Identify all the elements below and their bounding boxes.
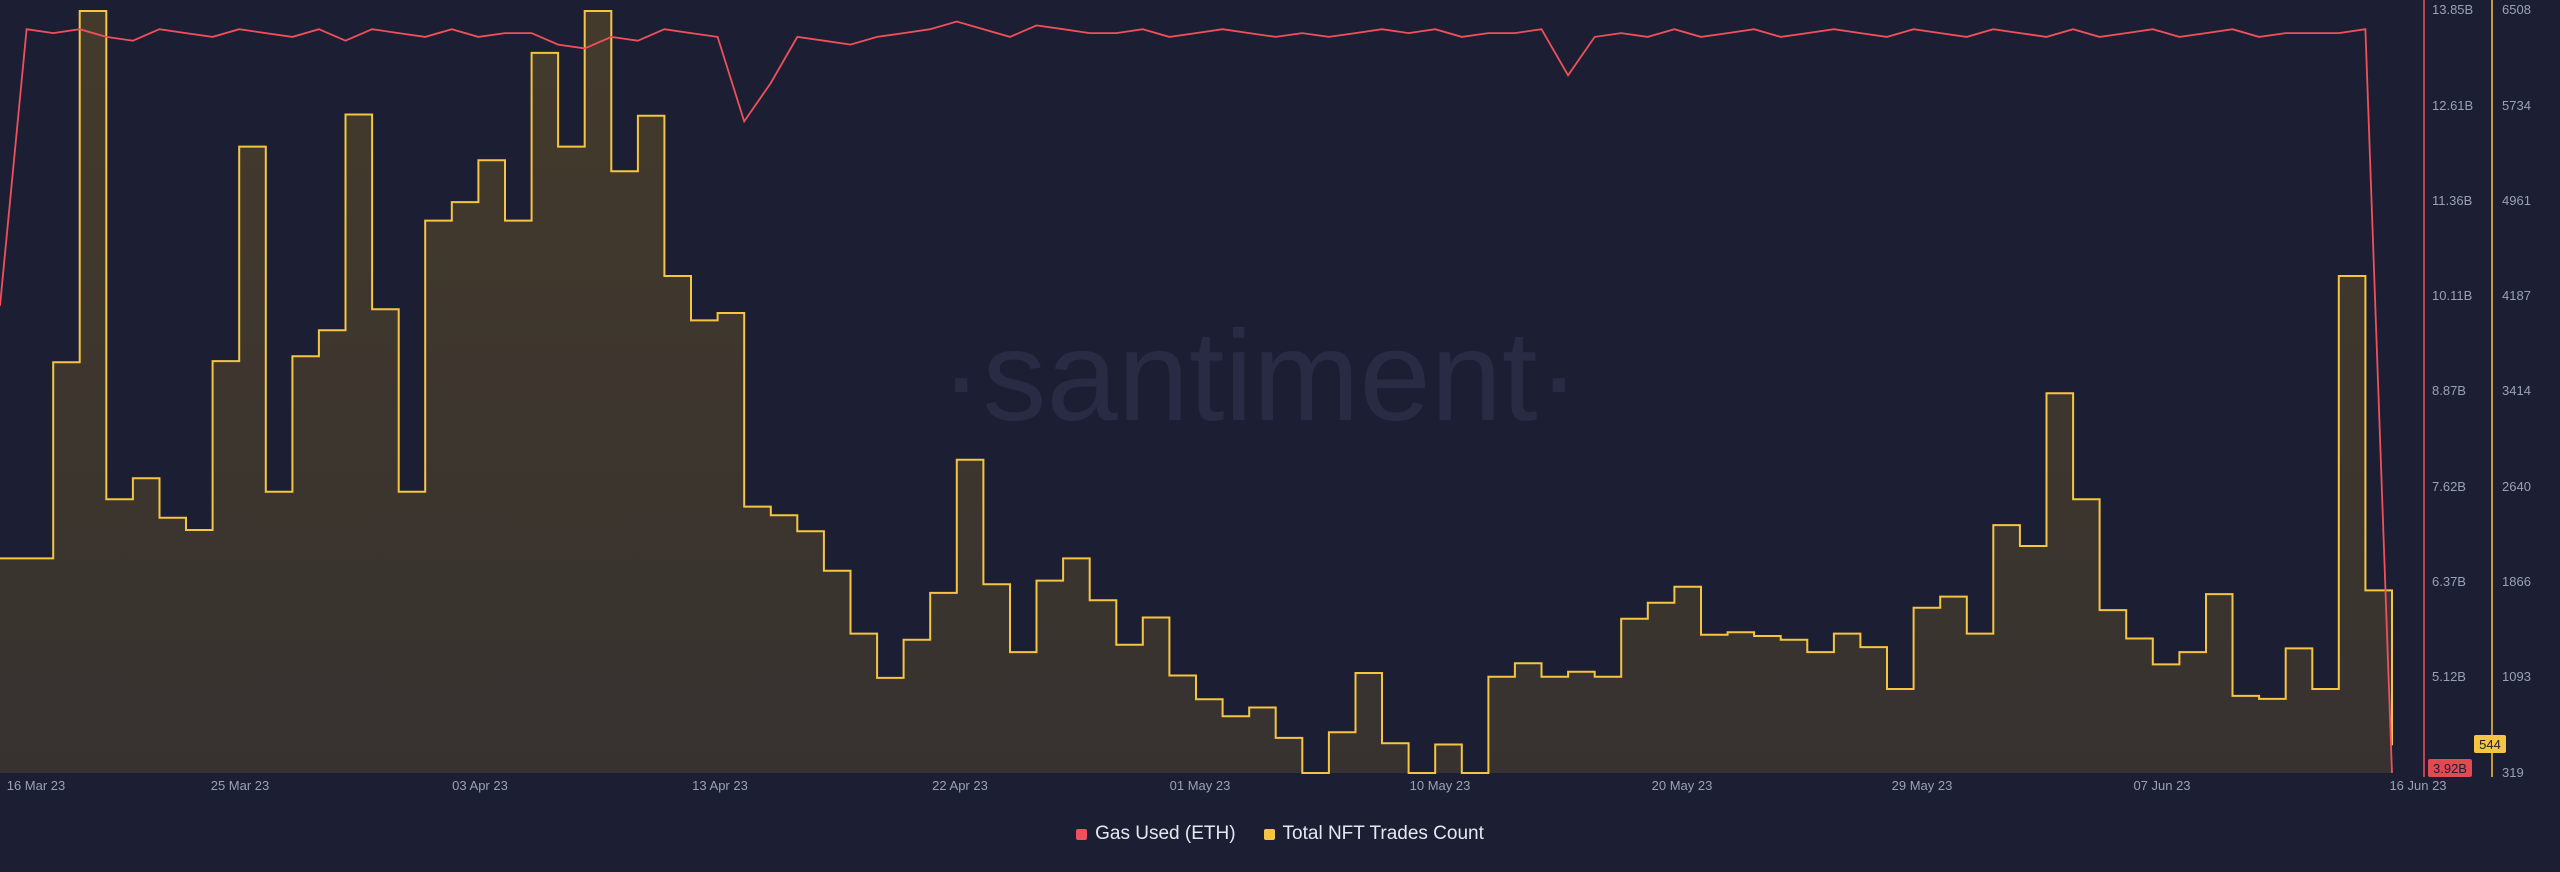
watermark: ·santiment· (940, 305, 1580, 448)
trades-current-badge: 544 (2474, 735, 2506, 753)
trades-tick-label: 4187 (2502, 288, 2531, 303)
trades-area (0, 11, 2392, 773)
trades-tick-label: 3414 (2502, 383, 2531, 398)
gas-current-value: 3.92B (2433, 761, 2467, 776)
gas-line (0, 20, 2393, 774)
x-tick-label: 22 Apr 23 (932, 778, 988, 793)
gas-tick-label: 13.85B (2432, 2, 2473, 17)
gas-tick-label: 12.61B (2432, 98, 2473, 113)
x-tick-label: 20 May 23 (1652, 778, 1713, 793)
gas-tick-label: 7.62B (2432, 479, 2466, 494)
trades-tick-label: 4961 (2502, 193, 2531, 208)
x-tick-label: 07 Jun 23 (2133, 778, 2190, 793)
trades-current-value: 544 (2479, 737, 2501, 752)
legend-item-gas[interactable]: Gas Used (ETH) (1076, 823, 1236, 845)
x-tick-label: 16 Jun 23 (2389, 778, 2446, 793)
x-tick-label: 25 Mar 23 (211, 778, 270, 793)
legend-label-gas: Gas Used (ETH) (1095, 823, 1236, 844)
gas-tick-label: 6.37B (2432, 574, 2466, 589)
x-tick-label: 10 May 23 (1410, 778, 1471, 793)
trades-line (0, 10, 2393, 774)
trades-tick-label: 1866 (2502, 574, 2531, 589)
trades-tick-label: 6508 (2502, 2, 2531, 17)
x-tick-label: 01 May 23 (1170, 778, 1231, 793)
y-axis-trades: 6508 5734 4961 4187 3414 2640 1866 1093 319 (2491, 0, 2531, 780)
gas-tick-label: 8.87B (2432, 383, 2466, 398)
series-layer (0, 10, 2393, 774)
x-tick-label: 29 May 23 (1892, 778, 1953, 793)
x-tick-label: 13 Apr 23 (692, 778, 748, 793)
legend-swatch-gas (1076, 828, 1088, 840)
trades-tick-label: 319 (2502, 765, 2524, 780)
gas-tick-label: 5.12B (2432, 669, 2466, 684)
legend: Gas Used (ETH) Total NFT Trades Count (0, 823, 2560, 845)
gas-current-badge: 3.92B (2428, 759, 2472, 777)
legend-swatch-trades (1263, 828, 1275, 840)
trades-tick-label: 2640 (2502, 479, 2531, 494)
trades-tick-label: 1093 (2502, 669, 2531, 684)
legend-item-trades[interactable]: Total NFT Trades Count (1263, 823, 1484, 845)
legend-label-trades: Total NFT Trades Count (1282, 823, 1484, 844)
gas-tick-label: 10.11B (2432, 288, 2472, 303)
trades-tick-label: 5734 (2502, 98, 2531, 113)
x-tick-label: 16 Mar 23 (7, 778, 66, 793)
gas-tick-label: 11.36B (2432, 193, 2472, 208)
x-tick-label: 03 Apr 23 (452, 778, 508, 793)
y-axis-gas: 13.85B 12.61B 11.36B 10.11B 8.87B 7.62B 6.37B 5… (2423, 0, 2473, 777)
x-axis: 16 Mar 23 25 Mar 23 03 Apr 23 13 Apr 23 22 A… (7, 778, 2447, 793)
